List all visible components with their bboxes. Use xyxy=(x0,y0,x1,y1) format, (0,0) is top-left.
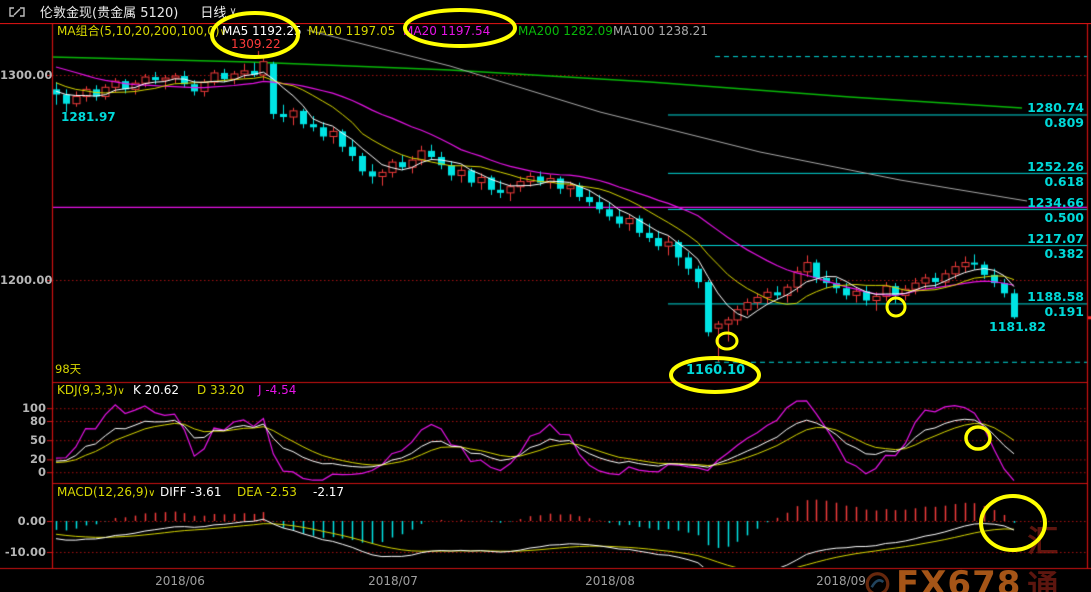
chevron-down-icon[interactable]: ∨ xyxy=(229,6,237,17)
instrument-title: 伦敦金现(贵金属 5120) xyxy=(40,6,179,21)
period-selector[interactable]: 日线 xyxy=(200,6,227,21)
topbar: 伦敦金现(贵金属 5120) 日线 ∨ xyxy=(0,0,1091,24)
instrument-icon xyxy=(8,6,26,18)
